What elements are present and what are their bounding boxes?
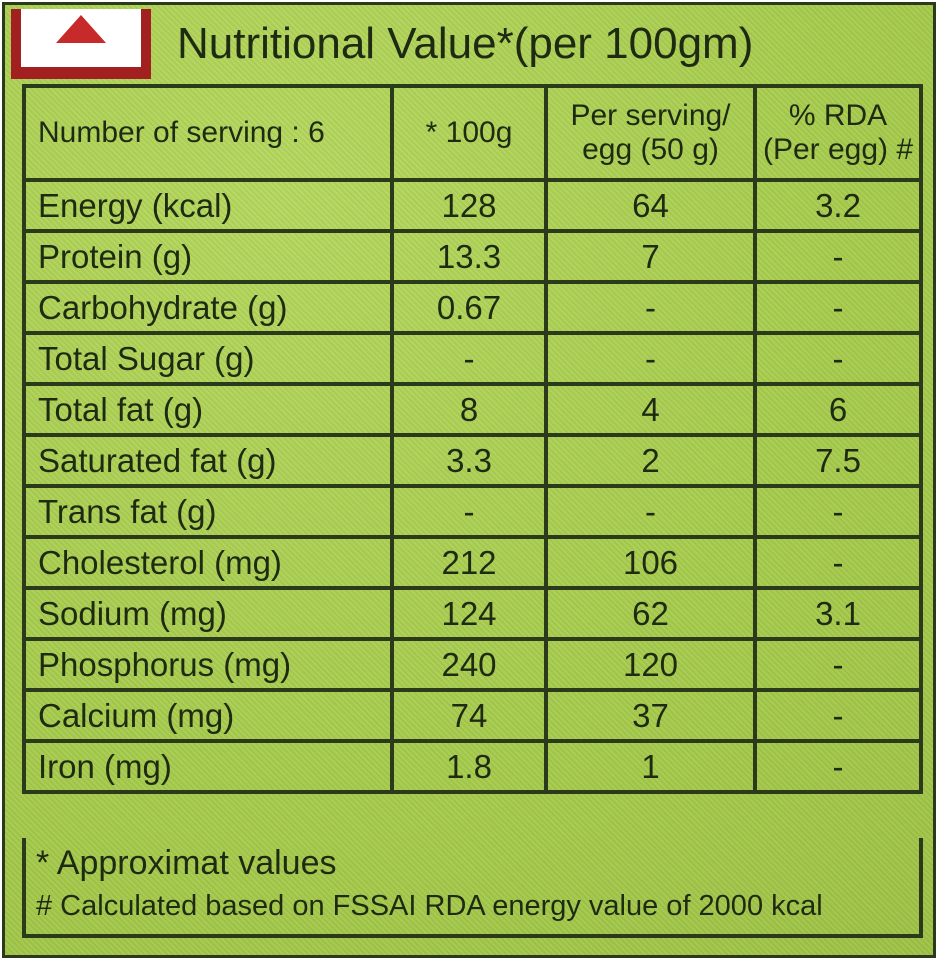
- value-per-100g: 240: [390, 637, 548, 692]
- nutrition-table: Number of serving : 6 * 100g Per serving…: [22, 84, 923, 794]
- value-per-serving: -: [544, 280, 757, 335]
- nutrient-name: Iron (mg): [22, 739, 394, 794]
- value-per-serving: -: [544, 484, 757, 539]
- table-row: Total Sugar (g) - - -: [22, 331, 923, 386]
- value-rda: 3.1: [753, 586, 923, 641]
- nutrient-name: Protein (g): [22, 229, 394, 284]
- value-rda: 6: [753, 382, 923, 437]
- value-per-serving: 120: [544, 637, 757, 692]
- table-row: Cholesterol (mg) 212 106-: [22, 535, 923, 590]
- header-per-serving: Per serving/ egg (50 g): [544, 84, 757, 182]
- footnotes: * Approximat values # Calculated based o…: [22, 838, 923, 938]
- nutrient-name: Cholesterol (mg): [22, 535, 394, 590]
- nutrient-name: Carbohydrate (g): [22, 280, 394, 335]
- value-per-100g: -: [390, 331, 548, 386]
- nutrient-name: Total Sugar (g): [22, 331, 394, 386]
- value-rda: 7.5: [753, 433, 923, 488]
- value-per-100g: 0.67: [390, 280, 548, 335]
- header-per-100g: * 100g: [390, 84, 548, 182]
- footnote-rda: # Calculated based on FSSAI RDA energy v…: [36, 890, 823, 922]
- value-per-100g: 124: [390, 586, 548, 641]
- table-row: Calcium (mg) 74 37-: [22, 688, 923, 743]
- value-per-serving: 62: [544, 586, 757, 641]
- value-per-serving: 7: [544, 229, 757, 284]
- value-per-100g: 212: [390, 535, 548, 590]
- footnote-approximate: * Approximat values: [36, 844, 337, 882]
- value-rda: -: [753, 739, 923, 794]
- header-servings: Number of serving : 6: [22, 84, 394, 182]
- value-rda: -: [753, 229, 923, 284]
- value-per-100g: 128: [390, 178, 548, 233]
- table-row: Trans fat (g) - - -: [22, 484, 923, 539]
- value-per-serving: 2: [544, 433, 757, 488]
- value-per-serving: 106: [544, 535, 757, 590]
- page-title: Nutritional Value*(per 100gm): [177, 19, 754, 68]
- red-triangle-logo-icon: [56, 15, 106, 43]
- table-row: Saturated fat (g) 3.3 2 7.5: [22, 433, 923, 488]
- table-row: Sodium (mg) 124 62 3.1: [22, 586, 923, 641]
- header-rda: % RDA (Per egg) #: [753, 84, 923, 182]
- table-row: Iron (mg) 1.8 1-: [22, 739, 923, 794]
- value-per-100g: 13.3: [390, 229, 548, 284]
- value-per-serving: -: [544, 331, 757, 386]
- table-row: Carbohydrate (g) 0.67- -: [22, 280, 923, 335]
- table-row: Total fat (g) 8 4 6: [22, 382, 923, 437]
- value-rda: -: [753, 484, 923, 539]
- brand-logo: [11, 9, 151, 79]
- value-rda: -: [753, 280, 923, 335]
- value-per-100g: 74: [390, 688, 548, 743]
- table-row: Protein (g) 13.3 7-: [22, 229, 923, 284]
- value-per-serving: 64: [544, 178, 757, 233]
- value-per-100g: -: [390, 484, 548, 539]
- table-row: Phosphorus (mg) 240 120-: [22, 637, 923, 692]
- nutrient-name: Energy (kcal): [22, 178, 394, 233]
- value-rda: -: [753, 331, 923, 386]
- nutrient-name: Calcium (mg): [22, 688, 394, 743]
- header-rda-text: % RDA (Per egg) #: [762, 99, 914, 166]
- value-rda: -: [753, 535, 923, 590]
- value-rda: -: [753, 688, 923, 743]
- value-per-100g: 1.8: [390, 739, 548, 794]
- value-per-100g: 3.3: [390, 433, 548, 488]
- nutrient-name: Trans fat (g): [22, 484, 394, 539]
- header-per-serving-text: Per serving/ egg (50 g): [570, 99, 731, 166]
- value-rda: 3.2: [753, 178, 923, 233]
- nutrient-name: Saturated fat (g): [22, 433, 394, 488]
- value-per-serving: 37: [544, 688, 757, 743]
- value-per-100g: 8: [390, 382, 548, 437]
- nutrient-name: Total fat (g): [22, 382, 394, 437]
- table-header-row: Number of serving : 6 * 100g Per serving…: [22, 84, 923, 182]
- nutrient-name: Phosphorus (mg): [22, 637, 394, 692]
- nutrient-name: Sodium (mg): [22, 586, 394, 641]
- value-per-serving: 4: [544, 382, 757, 437]
- value-per-serving: 1: [544, 739, 757, 794]
- table-row: Energy (kcal) 128 64 3.2: [22, 178, 923, 233]
- value-rda: -: [753, 637, 923, 692]
